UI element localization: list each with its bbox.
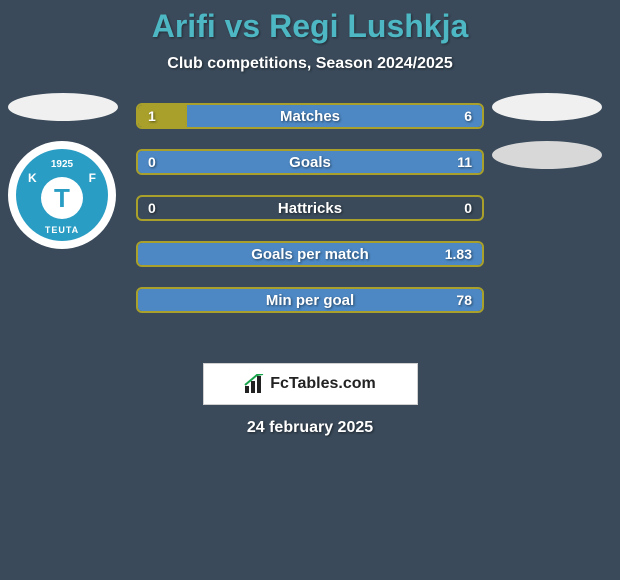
bar-value-player2: 78	[456, 289, 472, 311]
club-k: K	[28, 171, 37, 185]
player2-column	[492, 93, 602, 169]
page-subtitle: Club competitions, Season 2024/2025	[0, 55, 620, 73]
bar-value-player2: 0	[464, 197, 472, 219]
fctables-chart-icon	[244, 374, 266, 394]
bar-label: Goals per match	[138, 243, 482, 265]
page-title: Arifi vs Regi Lushkja	[0, 8, 620, 45]
stat-bar: Matches1 6	[136, 103, 484, 129]
player1-column: 1925 K F T TEUTA	[8, 93, 118, 249]
club-badge-inner: 1925 K F T TEUTA	[16, 149, 108, 241]
brand-text: FcTables.com	[270, 375, 376, 393]
bar-label: Goals	[138, 151, 482, 173]
brand-box[interactable]: FcTables.com	[203, 363, 418, 405]
bar-value-player2: 11	[457, 151, 472, 173]
comparison-card: Arifi vs Regi Lushkja Club competitions,…	[0, 0, 620, 437]
stat-bar: Goals per match1.83	[136, 241, 484, 267]
club-f: F	[89, 171, 96, 185]
stat-bar: Goals0 11	[136, 149, 484, 175]
bar-label: Hattricks	[138, 197, 482, 219]
player2-avatar-placeholder	[492, 93, 602, 121]
bar-label: Matches	[138, 105, 482, 127]
player1-club-badge: 1925 K F T TEUTA	[8, 141, 116, 249]
bar-value-player1: 1	[148, 105, 156, 127]
chart-area: 1925 K F T TEUTA Matches16Goals011Hattri…	[0, 103, 620, 343]
club-kf: K F	[16, 171, 108, 185]
player2-club-placeholder	[492, 141, 602, 169]
stat-bar: Hattricks0 0	[136, 195, 484, 221]
club-name: TEUTA	[45, 225, 79, 235]
footer-date: 24 february 2025	[0, 419, 620, 437]
bar-value-player1: 0	[148, 151, 156, 173]
player1-avatar-placeholder	[8, 93, 118, 121]
bar-value-player2: 1.83	[445, 243, 472, 265]
bar-value-player1: 0	[148, 197, 156, 219]
bar-value-player2: 6	[464, 105, 472, 127]
comparison-bars: Matches16Goals011Hattricks00Goals per ma…	[136, 103, 484, 333]
bar-label: Min per goal	[138, 289, 482, 311]
stat-bar: Min per goal78	[136, 287, 484, 313]
club-year: 1925	[51, 159, 73, 170]
